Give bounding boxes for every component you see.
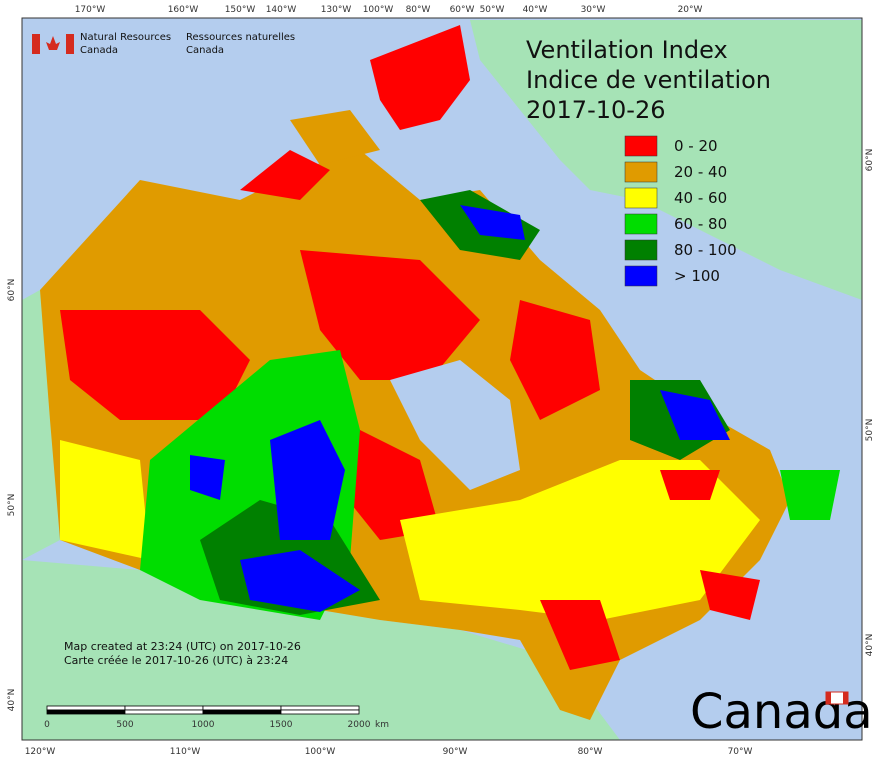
title: Indice de ventilation <box>526 66 771 94</box>
lon-label: 60°W <box>450 5 475 15</box>
zone <box>270 420 345 540</box>
title: 2017-10-26 <box>526 96 665 124</box>
note: Carte créée le 2017-10-26 (UTC) à 23:24 <box>64 654 288 667</box>
scale-segment <box>202 705 282 711</box>
agency-fr: Ressources naturelles <box>186 32 295 43</box>
flag-leaf <box>46 36 60 50</box>
scale-unit: km <box>375 720 389 730</box>
zone <box>780 470 840 520</box>
alaska <box>22 290 60 560</box>
scale-segment <box>46 705 126 711</box>
lon-label: 90°W <box>443 747 468 757</box>
zone <box>660 470 720 500</box>
lon-label: 170°W <box>75 5 106 15</box>
legend-label: 40 - 60 <box>674 189 727 207</box>
scale-segment <box>46 709 126 715</box>
legend: 0 - 20 20 - 40 40 - 60 60 - 80 80 - 100 > 100 <box>624 135 737 287</box>
note: Map created at 23:24 (UTC) on 2017-10-26 <box>64 640 301 653</box>
lat-label: 50°N <box>865 419 875 442</box>
lon-label: 100°W <box>363 5 394 15</box>
wordmark-flag <box>826 692 831 704</box>
greenland <box>470 20 862 300</box>
lon-label: 20°W <box>678 5 703 15</box>
scale-bar: 0 500 1000 1500 2000 km <box>44 705 389 730</box>
legend-label: 0 - 20 <box>674 137 718 155</box>
lat-label: 60°N <box>865 149 875 172</box>
lon-label: 80°W <box>406 5 431 15</box>
scale-segment <box>280 705 360 711</box>
frame <box>21 17 863 741</box>
zone <box>240 550 360 612</box>
zone <box>340 420 440 540</box>
scale-label: 1500 <box>270 720 293 730</box>
zone <box>300 250 480 380</box>
lon-label: 110°W <box>170 747 201 757</box>
lon-label: 30°W <box>581 5 606 15</box>
legend-swatch <box>624 135 658 157</box>
zone <box>660 390 730 440</box>
lat-label: 40°N <box>7 689 17 712</box>
island <box>290 110 380 165</box>
zone <box>60 310 250 420</box>
scale-segment <box>280 709 360 715</box>
title: Ventilation Index <box>526 36 728 64</box>
scale-segment <box>124 709 204 715</box>
usa <box>22 560 620 740</box>
lon-label: 80°W <box>578 747 603 757</box>
lat-label: 40°N <box>865 634 875 657</box>
lon-label: 140°W <box>266 5 297 15</box>
island <box>370 25 470 130</box>
hudson-bay <box>390 360 520 490</box>
legend-swatch <box>624 239 658 261</box>
scale-segment <box>124 705 204 711</box>
lat-label: 60°N <box>7 279 17 302</box>
legend-swatch <box>624 213 658 235</box>
scale-segment <box>202 709 282 715</box>
legend-swatch <box>624 265 658 287</box>
legend-label: 60 - 80 <box>674 215 727 233</box>
lon-label: 70°W <box>728 747 753 757</box>
lon-label: 40°W <box>523 5 548 15</box>
agency-en: Canada <box>80 45 118 56</box>
island <box>240 150 330 200</box>
scale-label: 2000 <box>348 720 371 730</box>
legend-swatch <box>624 161 658 183</box>
scale-label: 0 <box>44 720 50 730</box>
flag-bar <box>66 34 74 54</box>
flag-bar <box>32 34 40 54</box>
zone <box>700 570 760 620</box>
island <box>460 205 525 240</box>
lon-label: 100°W <box>305 747 336 757</box>
legend-swatch <box>624 187 658 209</box>
scale-label: 1000 <box>192 720 215 730</box>
lon-label: 130°W <box>321 5 352 15</box>
legend-label: > 100 <box>674 267 720 285</box>
axes: 170°W 160°W 150°W 140°W 130°W 100°W 80°W 60°W 50… <box>7 5 875 757</box>
legend-label: 20 - 40 <box>674 163 727 181</box>
wordmark-flag <box>843 692 848 704</box>
zone <box>190 455 225 500</box>
lon-label: 160°W <box>168 5 199 15</box>
lon-label: 150°W <box>225 5 256 15</box>
lon-label: 120°W <box>25 747 56 757</box>
lon-label: 50°W <box>480 5 505 15</box>
legend-label: 80 - 100 <box>674 241 737 259</box>
zone <box>510 300 600 420</box>
zone <box>60 440 150 560</box>
lat-label: 50°N <box>7 494 17 517</box>
agency-en: Natural Resources <box>80 32 171 43</box>
zone <box>540 600 620 670</box>
scale-label: 500 <box>116 720 133 730</box>
agency-fr: Canada <box>186 45 224 56</box>
